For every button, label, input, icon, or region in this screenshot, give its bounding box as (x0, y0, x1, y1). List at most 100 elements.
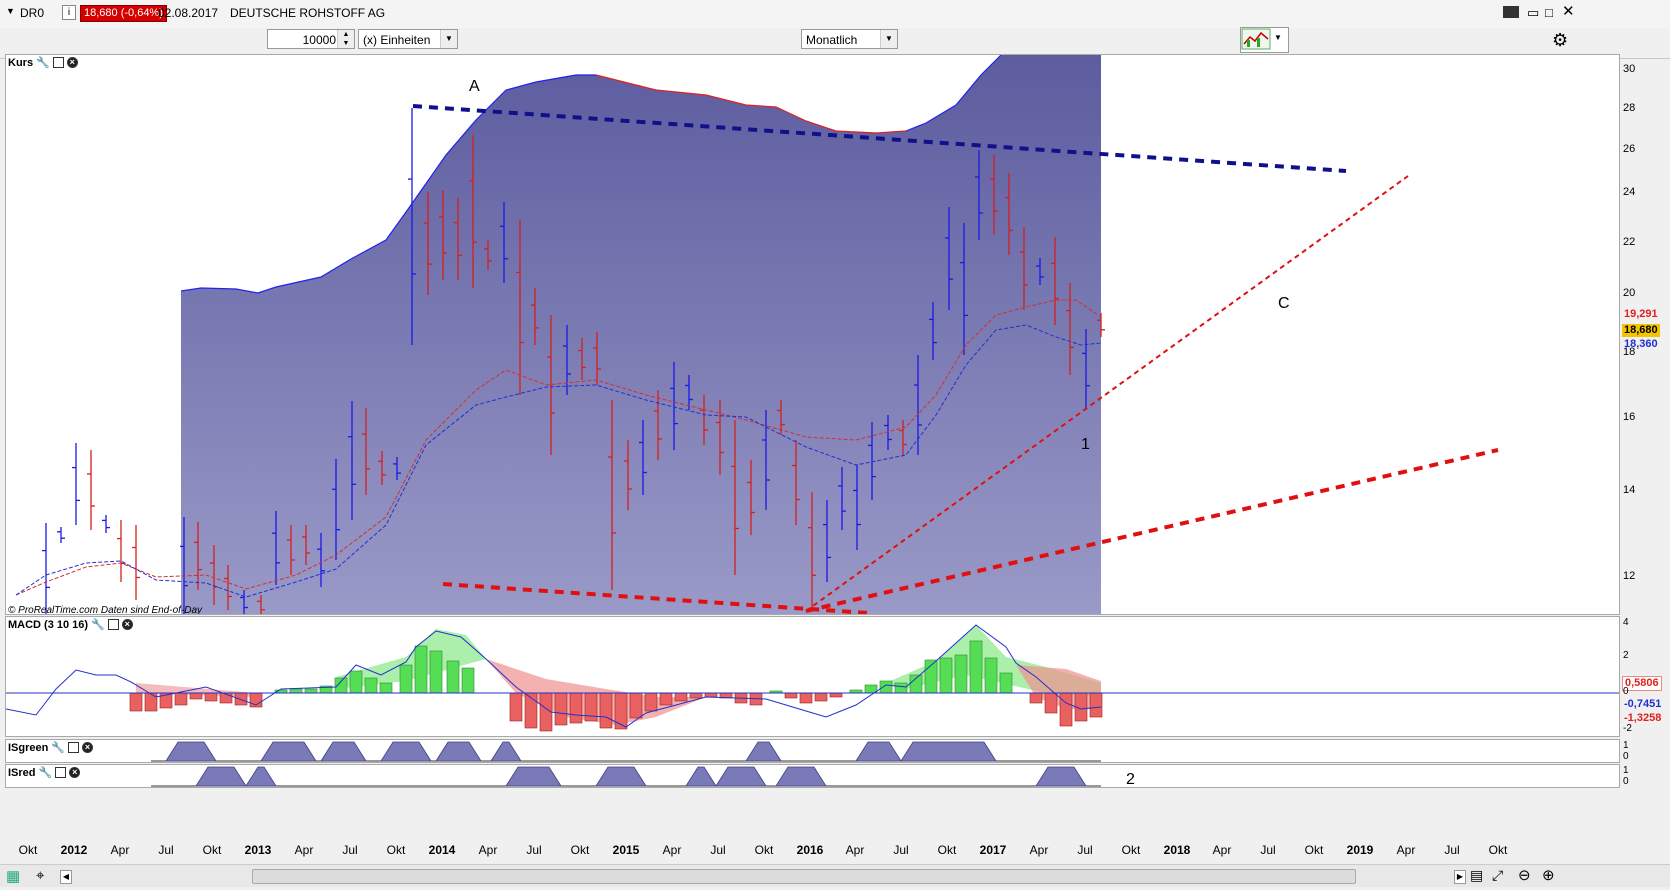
annotation-c: C (1278, 295, 1290, 312)
macd-bar (554, 692, 568, 726)
time-tick: Okt (1121, 843, 1141, 857)
macd-bar (289, 688, 303, 694)
close-icon[interactable]: × (66, 57, 78, 68)
isred-chart: 2 (151, 766, 1135, 788)
chevron-down-icon[interactable]: ▼ (880, 30, 897, 48)
info-icon[interactable]: i (62, 5, 76, 20)
wrench-icon[interactable]: 🔧 (51, 742, 66, 754)
macd-panel: MACD (3 10 16) 🔧 × (5, 616, 1620, 737)
time-tick: 2012 (60, 843, 88, 857)
macd-bar (894, 682, 908, 694)
settings-icon[interactable]: ⚙ (1552, 30, 1569, 50)
time-tick: Jul (526, 843, 542, 857)
time-tick: Apr (662, 843, 682, 857)
isgreen-signal (260, 741, 317, 762)
time-tick: 2015 (612, 843, 640, 857)
price-tag-close: 18,680 (1622, 324, 1660, 337)
window-icon[interactable] (68, 742, 80, 753)
isred-signal (775, 766, 827, 787)
macd-bar (969, 640, 983, 694)
title-bar: ▼ DR0 i 18,680 (-0,64%) 02.08.2017 DEUTS… (0, 0, 1670, 29)
crosshair-icon[interactable]: ⌖ (36, 867, 45, 884)
wrench-icon[interactable]: 🔧 (36, 57, 50, 69)
isred-signal (505, 766, 562, 787)
macd-bar (349, 670, 363, 694)
macd-bar (399, 664, 413, 694)
annotation-2: 2 (1126, 771, 1135, 788)
macd-bar (1059, 692, 1073, 727)
macd-bar (599, 692, 613, 729)
chart-type-button[interactable]: ▼ (1240, 27, 1289, 53)
support-trendline-wide (805, 448, 1499, 613)
period-select[interactable]: Monatlich ▼ (801, 29, 898, 49)
fit-icon[interactable]: ⤢ (1492, 867, 1504, 883)
macd-chart (6, 624, 1619, 732)
chart-icon[interactable]: ▦ (6, 868, 21, 885)
time-tick: 2018 (1163, 843, 1191, 857)
stepper-icon[interactable]: ▲ ▼ (337, 30, 354, 48)
horizontal-scrollbar[interactable]: ▦ ⌖ ◀ ▶ ▤ ⤢ ⊖ ⊕ (0, 864, 1670, 887)
price-tag-blue: 18,360 (1624, 338, 1658, 350)
time-tick: Jul (158, 843, 174, 857)
scroll-left-icon[interactable]: ◀ (60, 870, 72, 884)
macd-bar (509, 692, 523, 722)
time-tick: Okt (1304, 843, 1324, 857)
macd-bar (429, 650, 443, 694)
isred-signal (715, 766, 767, 787)
chevron-down-icon[interactable]: ▼ (1274, 33, 1282, 42)
scroll-right-icon[interactable]: ▶ (1454, 870, 1466, 884)
macd-bar (879, 680, 893, 694)
wrench-icon[interactable]: 🔧 (91, 619, 105, 631)
quantity-input[interactable]: 10000 ▲ ▼ (267, 29, 355, 49)
macd-bar (784, 692, 798, 699)
panel-header: ISred 🔧 × (8, 766, 84, 779)
time-tick: 2019 (1346, 843, 1374, 857)
zoom-out-icon[interactable]: ⊖ (1518, 867, 1531, 884)
maximize-icon[interactable]: □ (1545, 5, 1553, 20)
calendar-icon[interactable]: ▤ (1470, 867, 1484, 883)
resistance-trendline (412, 104, 1347, 173)
moving-average-blue (15, 324, 1102, 598)
time-tick: Apr (294, 843, 314, 857)
close-icon[interactable]: × (69, 767, 81, 778)
minimize-icon[interactable]: ▭ (1527, 5, 1540, 20)
macd-bar (204, 692, 218, 702)
chevron-down-icon[interactable]: ▼ (440, 30, 457, 48)
macd-bar (414, 645, 428, 694)
units-select[interactable]: (x) Einheiten ▼ (358, 29, 458, 49)
wrench-icon[interactable]: 🔧 (38, 767, 53, 779)
time-tick: Apr (1212, 843, 1232, 857)
date-label: 02.08.2017 (158, 6, 219, 20)
keyboard-icon[interactable] (1503, 6, 1519, 18)
isred-signal (245, 766, 277, 787)
macd-bar (446, 660, 460, 694)
zoom-in-icon[interactable]: ⊕ (1542, 867, 1555, 884)
scroll-thumb[interactable] (252, 869, 1356, 884)
macd-bar (689, 692, 703, 699)
macd-tick: 0 (1623, 686, 1629, 697)
period-value: Monatlich (806, 33, 858, 47)
time-tick: Jul (1444, 843, 1460, 857)
macd-bar (954, 654, 968, 694)
units-value: (x) Einheiten (363, 33, 431, 47)
close-icon[interactable]: ✕ (1562, 3, 1575, 20)
dropdown-arrow-icon[interactable]: ▼ (6, 6, 15, 16)
window-icon[interactable] (52, 57, 64, 68)
isgreen-chart (151, 741, 1101, 762)
window-icon[interactable] (55, 767, 67, 778)
time-tick: Okt (386, 843, 406, 857)
price-tick: 12 (1623, 570, 1636, 582)
panel-title: ISred (8, 766, 36, 779)
time-axis: Okt 2012 Apr Jul Okt 2013 Apr Jul Okt 2014 Apr Jul O… (0, 843, 1670, 859)
support-trendline-steep (805, 175, 1409, 612)
close-icon[interactable]: × (121, 619, 133, 630)
macd-bar (1089, 692, 1103, 718)
macd-bar (144, 692, 158, 712)
isgreen-signal (320, 741, 367, 762)
window-icon[interactable] (107, 619, 119, 630)
macd-bar (984, 657, 998, 694)
price-tick: 28 (1623, 102, 1636, 114)
band-upper-line (180, 74, 596, 294)
close-icon[interactable]: × (82, 742, 94, 753)
isred-tick-1: 1 (1623, 765, 1629, 776)
